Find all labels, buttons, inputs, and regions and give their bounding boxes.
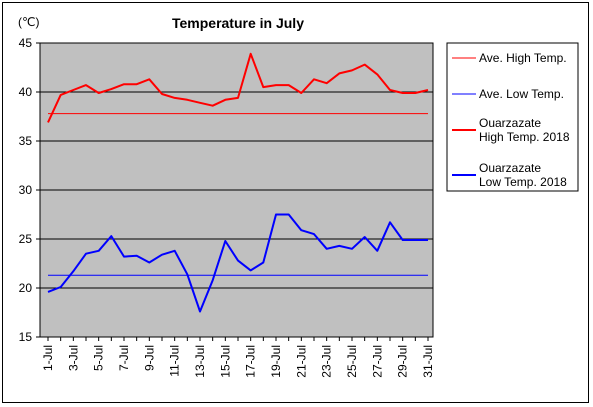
legend-label-line: Ave. Low Temp. — [479, 87, 564, 101]
x-tick-label: 13-Jul — [193, 345, 207, 378]
legend-label-line: Low Temp. 2018 — [479, 175, 567, 189]
y-tick-label: 30 — [19, 183, 33, 197]
y-tick-label: 25 — [19, 232, 33, 246]
x-tick-label: 21-Jul — [294, 345, 308, 378]
x-tick-label: 19-Jul — [269, 345, 283, 378]
x-tick-label: 23-Jul — [320, 345, 334, 378]
y-tick-label: 35 — [19, 134, 33, 148]
x-tick-label: 3-Jul — [66, 345, 80, 371]
x-tick-label: 25-Jul — [345, 345, 359, 378]
x-tick-label: 31-Jul — [421, 345, 435, 378]
chart-title: Temperature in July — [172, 15, 304, 31]
x-tick-label: 5-Jul — [92, 345, 106, 371]
x-tick-label: 15-Jul — [218, 345, 232, 378]
legend-label: Ave. High Temp. — [479, 51, 567, 65]
legend-label: Ouarzazate High Temp. 2018 — [479, 116, 570, 144]
x-tick-label: 9-Jul — [142, 345, 156, 371]
legend-label-line: Ouarzazate — [479, 161, 541, 175]
legend-box — [446, 42, 579, 192]
x-tick-label: 11-Jul — [168, 345, 182, 377]
legend-label: Ouarzazate Low Temp. 2018 — [479, 161, 567, 189]
y-tick-label: 45 — [19, 36, 33, 50]
y-tick-label: 20 — [19, 281, 33, 295]
y-tick-label: 40 — [19, 85, 33, 99]
series-line-4 — [47, 213, 428, 313]
y-tick-label: 15 — [19, 330, 33, 344]
x-tick-label: 1-Jul — [41, 345, 55, 371]
series-line-3 — [47, 52, 429, 123]
x-tick-label: 29-Jul — [396, 345, 410, 378]
x-tick-label: 17-Jul — [244, 345, 258, 378]
y-unit-label: (℃) — [18, 15, 39, 29]
legend-label-line: Ouarzazate — [479, 116, 541, 130]
x-tick-label: 27-Jul — [370, 345, 384, 378]
legend-label: Ave. Low Temp. — [479, 87, 564, 101]
legend-label-line: High Temp. 2018 — [479, 130, 570, 144]
legend-label-line: Ave. High Temp. — [479, 51, 567, 65]
x-tick-label: 7-Jul — [117, 345, 131, 371]
